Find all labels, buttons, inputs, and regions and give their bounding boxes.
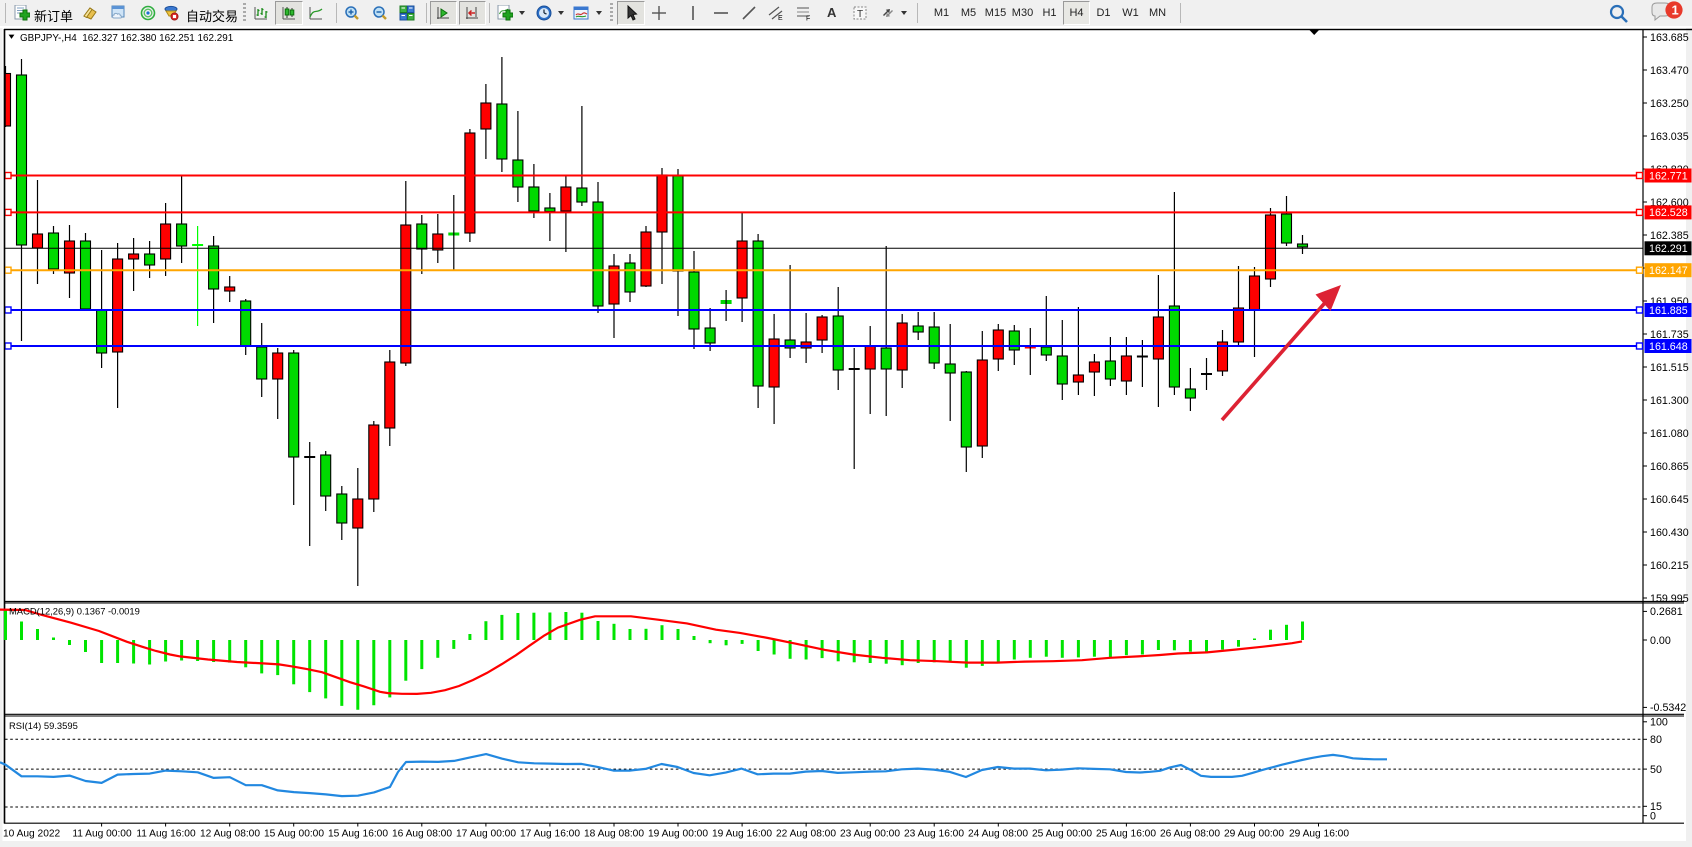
svg-text:23 Aug 00:00: 23 Aug 00:00 [840,829,900,840]
svg-text:11 Aug 16:00: 11 Aug 16:00 [136,829,196,840]
svg-text:80: 80 [1650,734,1662,746]
svg-text:29 Aug 16:00: 29 Aug 16:00 [1289,829,1349,840]
svg-text:F: F [806,16,810,22]
svg-text:10 Aug 2022: 10 Aug 2022 [3,829,61,840]
svg-text:160.865: 160.865 [1650,461,1689,473]
svg-text:19 Aug 00:00: 19 Aug 00:00 [648,829,708,840]
svg-text:RSI(14) 59.3595: RSI(14) 59.3595 [9,720,78,731]
svg-text:160.645: 160.645 [1650,494,1689,506]
svg-text:162.528: 162.528 [1649,207,1688,219]
svg-text:29 Aug 00:00: 29 Aug 00:00 [1224,829,1284,840]
svg-text:25 Aug 16:00: 25 Aug 16:00 [1096,829,1156,840]
svg-text:23 Aug 16:00: 23 Aug 16:00 [904,829,964,840]
svg-text:18 Aug 08:00: 18 Aug 08:00 [584,829,644,840]
svg-text:GBPJPY-,H4 162.327 162.380 16: GBPJPY-,H4 162.327 162.380 162.251 162.2… [20,33,234,44]
svg-text:163.250: 163.250 [1650,98,1689,110]
svg-text:159.995: 159.995 [1650,593,1689,605]
svg-text:15 Aug 00:00: 15 Aug 00:00 [264,829,324,840]
svg-text:17 Aug 00:00: 17 Aug 00:00 [456,829,516,840]
svg-text:24 Aug 08:00: 24 Aug 08:00 [968,829,1028,840]
svg-text:161.080: 161.080 [1650,428,1689,440]
svg-text:15: 15 [1650,801,1662,813]
svg-text:E: E [778,15,783,21]
svg-text:160.430: 160.430 [1650,527,1689,539]
svg-text:161.300: 161.300 [1650,395,1689,407]
svg-text:22 Aug 08:00: 22 Aug 08:00 [776,829,836,840]
svg-text:12 Aug 08:00: 12 Aug 08:00 [200,829,260,840]
svg-text:11 Aug 00:00: 11 Aug 00:00 [72,829,132,840]
svg-text:1: 1 [1672,3,1679,18]
svg-text:162.147: 162.147 [1649,265,1688,277]
svg-text:16 Aug 08:00: 16 Aug 08:00 [392,829,452,840]
svg-text:0.00: 0.00 [1650,635,1671,647]
svg-text:17 Aug 16:00: 17 Aug 16:00 [520,829,580,840]
svg-text:162.771: 162.771 [1649,170,1688,182]
svg-text:100: 100 [1650,717,1668,729]
svg-text:T: T [857,9,863,20]
svg-text:19 Aug 16:00: 19 Aug 16:00 [712,829,772,840]
svg-text:50: 50 [1650,764,1662,776]
svg-text:161.648: 161.648 [1649,341,1688,353]
svg-text:25 Aug 00:00: 25 Aug 00:00 [1032,829,1092,840]
svg-text:161.515: 161.515 [1650,362,1689,374]
svg-text:-0.5342: -0.5342 [1650,702,1686,714]
svg-text:0.2681: 0.2681 [1650,606,1683,618]
svg-text:163.685: 163.685 [1650,32,1689,44]
svg-text:162.385: 162.385 [1650,230,1689,242]
svg-text:160.215: 160.215 [1650,560,1689,572]
svg-text:26 Aug 08:00: 26 Aug 08:00 [1160,829,1220,840]
svg-text:163.470: 163.470 [1650,65,1689,77]
svg-text:15 Aug 16:00: 15 Aug 16:00 [328,829,388,840]
svg-text:163.035: 163.035 [1650,131,1689,143]
svg-text:MACD(12,26,9) 0.1367 -0.0019: MACD(12,26,9) 0.1367 -0.0019 [9,606,140,617]
svg-text:162.291: 162.291 [1649,243,1688,255]
svg-text:0: 0 [1650,811,1656,823]
svg-text:161.735: 161.735 [1650,329,1689,341]
svg-text:161.885: 161.885 [1649,305,1688,317]
